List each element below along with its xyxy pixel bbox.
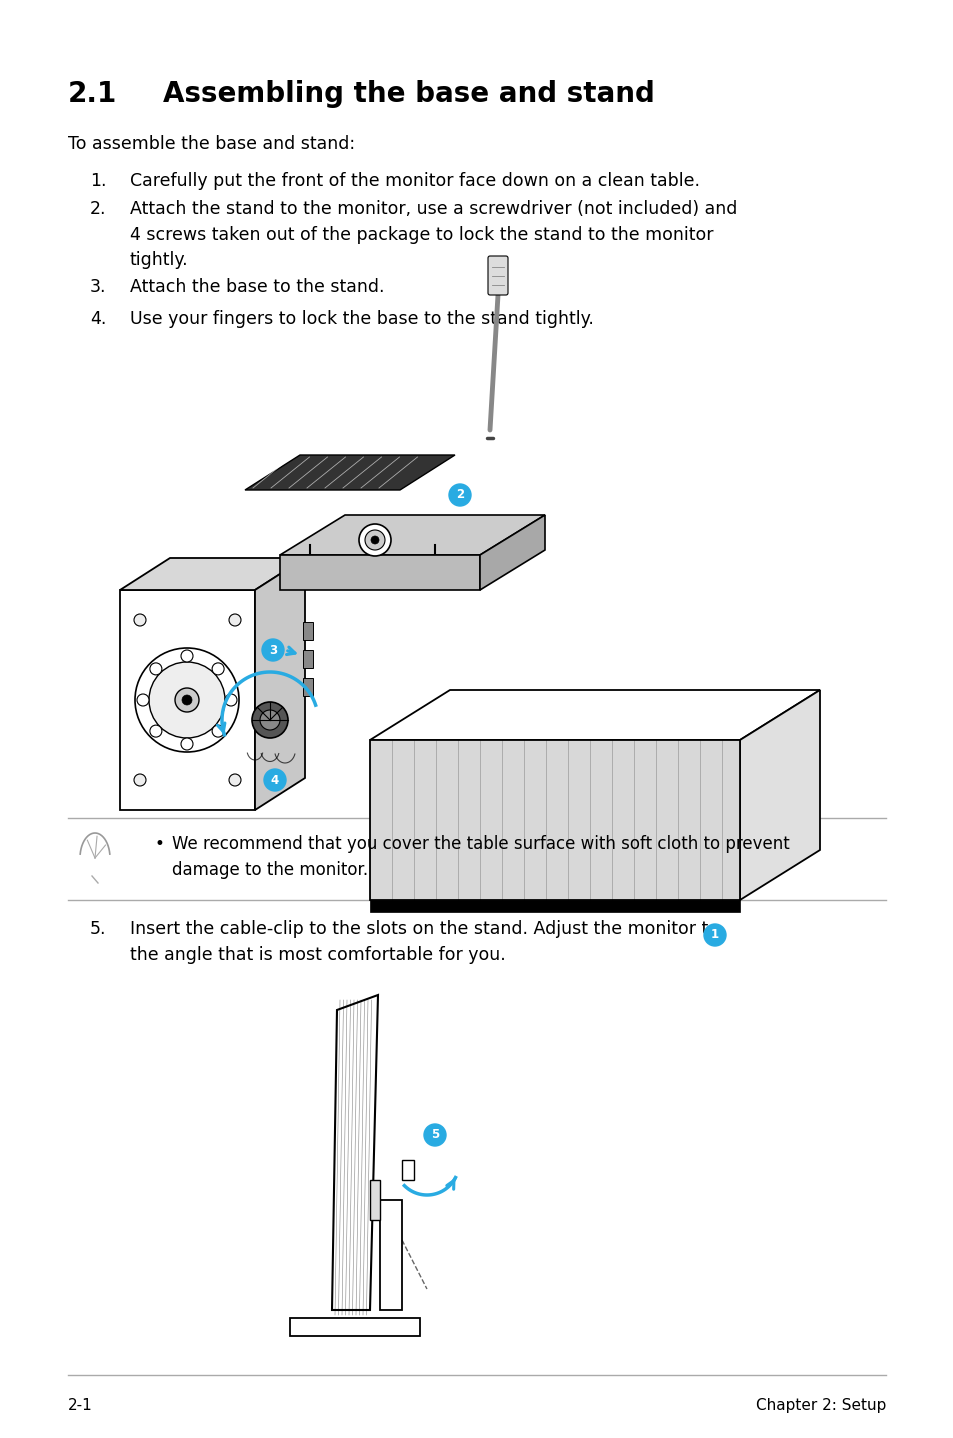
Polygon shape xyxy=(370,900,740,912)
Text: 4: 4 xyxy=(271,774,279,787)
Circle shape xyxy=(133,774,146,787)
Circle shape xyxy=(137,695,149,706)
Text: 5.: 5. xyxy=(90,920,107,938)
Polygon shape xyxy=(245,454,455,490)
Text: 1: 1 xyxy=(710,929,719,942)
Circle shape xyxy=(229,774,241,787)
Text: Assembling the base and stand: Assembling the base and stand xyxy=(163,81,654,108)
Circle shape xyxy=(133,614,146,626)
Text: •: • xyxy=(154,835,165,853)
Text: Use your fingers to lock the base to the stand tightly.: Use your fingers to lock the base to the… xyxy=(130,311,594,328)
Text: Attach the stand to the monitor, use a screwdriver (not included) and
4 screws t: Attach the stand to the monitor, use a s… xyxy=(130,200,737,269)
Polygon shape xyxy=(740,690,820,900)
Polygon shape xyxy=(379,1199,401,1310)
Polygon shape xyxy=(370,690,820,741)
Circle shape xyxy=(181,738,193,751)
Circle shape xyxy=(149,661,225,738)
Circle shape xyxy=(703,925,725,946)
Text: 4.: 4. xyxy=(90,311,107,328)
Circle shape xyxy=(371,536,378,544)
Polygon shape xyxy=(120,558,305,590)
Circle shape xyxy=(260,710,280,731)
Text: 2.1: 2.1 xyxy=(68,81,117,108)
Text: 2: 2 xyxy=(456,489,463,502)
Bar xyxy=(290,1319,419,1336)
Bar xyxy=(303,677,313,696)
Polygon shape xyxy=(280,515,544,555)
Circle shape xyxy=(174,687,199,712)
Circle shape xyxy=(212,663,224,674)
Text: Chapter 2: Setup: Chapter 2: Setup xyxy=(755,1398,885,1414)
Bar xyxy=(303,650,313,669)
Circle shape xyxy=(225,695,236,706)
Text: 5: 5 xyxy=(431,1129,438,1142)
Circle shape xyxy=(182,695,192,705)
Text: 2.: 2. xyxy=(90,200,107,219)
Polygon shape xyxy=(370,741,740,900)
Text: Attach the base to the stand.: Attach the base to the stand. xyxy=(130,278,384,296)
Text: 3.: 3. xyxy=(90,278,107,296)
Circle shape xyxy=(229,614,241,626)
Circle shape xyxy=(212,725,224,738)
Circle shape xyxy=(264,769,286,791)
Polygon shape xyxy=(332,995,377,1310)
Circle shape xyxy=(358,523,391,557)
Text: 2-1: 2-1 xyxy=(68,1398,92,1414)
Circle shape xyxy=(423,1125,446,1146)
Circle shape xyxy=(181,650,193,661)
Circle shape xyxy=(150,663,162,674)
Polygon shape xyxy=(254,558,305,810)
Circle shape xyxy=(252,702,288,738)
Circle shape xyxy=(365,531,385,549)
FancyBboxPatch shape xyxy=(488,256,507,295)
Bar xyxy=(303,623,313,640)
Circle shape xyxy=(135,649,239,752)
Text: Carefully put the front of the monitor face down on a clean table.: Carefully put the front of the monitor f… xyxy=(130,173,700,190)
Text: We recommend that you cover the table surface with soft cloth to prevent
damage : We recommend that you cover the table su… xyxy=(172,835,789,879)
Text: To assemble the base and stand:: To assemble the base and stand: xyxy=(68,135,355,152)
Circle shape xyxy=(150,725,162,738)
Text: Insert the cable-clip to the slots on the stand. Adjust the monitor to
the angle: Insert the cable-clip to the slots on th… xyxy=(130,920,719,963)
Circle shape xyxy=(449,485,471,506)
Polygon shape xyxy=(370,1181,379,1219)
Bar xyxy=(401,1160,414,1181)
Polygon shape xyxy=(479,515,544,590)
Circle shape xyxy=(262,638,284,661)
Polygon shape xyxy=(280,555,479,590)
Text: 1.: 1. xyxy=(90,173,107,190)
Polygon shape xyxy=(120,590,254,810)
Text: 3: 3 xyxy=(269,643,276,657)
